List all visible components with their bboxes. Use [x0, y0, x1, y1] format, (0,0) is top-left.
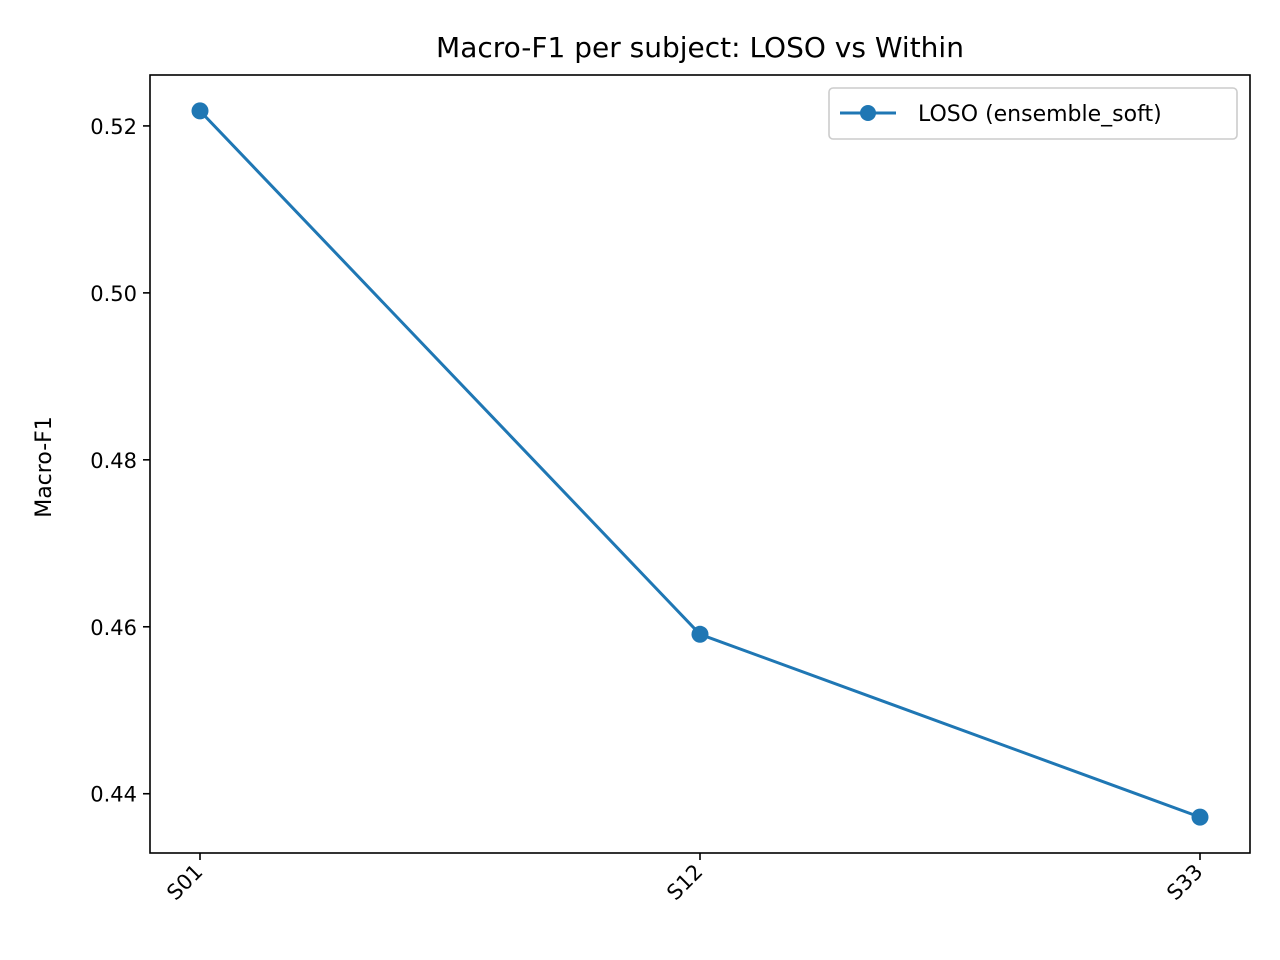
chart-title: Macro-F1 per subject: LOSO vs Within	[436, 31, 964, 64]
series-layer	[191, 102, 1209, 826]
y-tick-label: 0.44	[90, 783, 137, 807]
y-tick-label: 0.46	[90, 616, 137, 640]
legend: LOSO (ensemble_soft)	[828, 87, 1238, 140]
data-point-s01	[191, 102, 209, 120]
legend-label: LOSO (ensemble_soft)	[918, 102, 1162, 127]
legend-marker-swatch	[860, 105, 876, 121]
data-point-s33	[1191, 808, 1209, 826]
legend-box	[828, 87, 1238, 140]
y-tick-label: 0.50	[90, 282, 137, 306]
plot-area-frame	[149, 74, 1251, 854]
y-axis-label: Macro-F1	[32, 416, 57, 518]
y-tick-label: 0.48	[90, 449, 137, 473]
data-point-s12	[691, 625, 709, 643]
y-tick-label: 0.52	[90, 115, 137, 139]
y-axis-ticks: 0.44 0.46 0.48 0.50 0.52	[90, 115, 150, 807]
